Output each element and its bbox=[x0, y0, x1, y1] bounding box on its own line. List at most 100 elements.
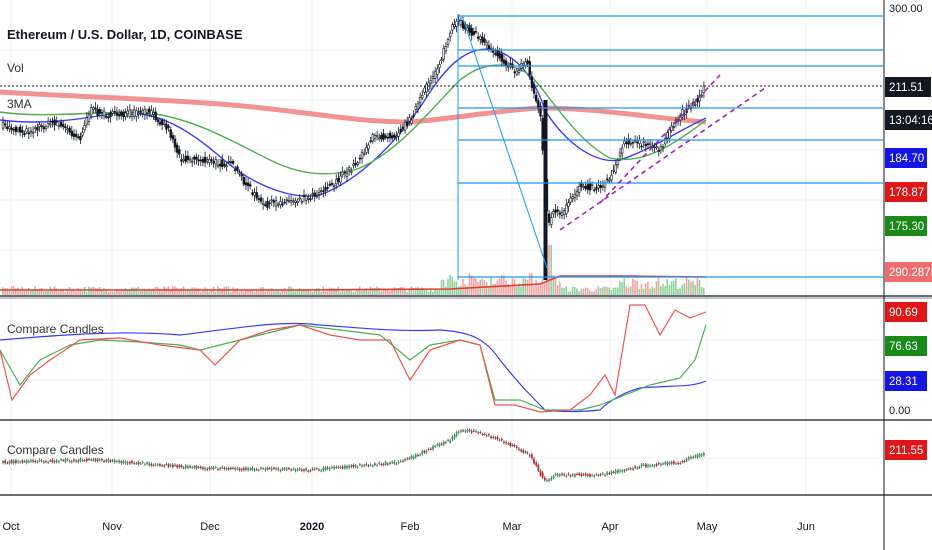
compare-candle-body bbox=[584, 473, 587, 476]
compare-candle-body bbox=[266, 467, 269, 470]
candle-body bbox=[111, 111, 114, 114]
compare-candle-body bbox=[335, 466, 338, 468]
volume-bar bbox=[367, 291, 370, 295]
volume-bar bbox=[83, 287, 86, 295]
compare-candle-body bbox=[94, 459, 97, 461]
compare-candle-body bbox=[451, 436, 454, 440]
volume-bar bbox=[68, 287, 71, 295]
volume-bar bbox=[359, 286, 361, 295]
candle-body bbox=[483, 38, 486, 43]
compare-candle-body bbox=[539, 470, 542, 476]
compare-candle-body bbox=[348, 465, 351, 468]
compare-candle-body bbox=[182, 467, 185, 469]
compare-candle-body bbox=[103, 460, 105, 462]
compare-candle-body bbox=[156, 464, 159, 466]
candle-body bbox=[485, 42, 488, 46]
candle-body bbox=[197, 159, 200, 162]
compare-candle-body bbox=[169, 464, 172, 467]
candle-body bbox=[627, 138, 630, 145]
candle-body bbox=[34, 127, 37, 129]
candle-body bbox=[481, 36, 484, 43]
compare-candle-body bbox=[404, 459, 406, 461]
compare-candle-body bbox=[257, 469, 260, 471]
volume-bar bbox=[4, 287, 6, 295]
candle-body bbox=[341, 171, 344, 176]
compare-candle-body bbox=[17, 461, 19, 463]
candle-body bbox=[87, 114, 91, 122]
compare-candle-body bbox=[174, 464, 176, 466]
compare-candle-body bbox=[109, 460, 112, 462]
volume-bar bbox=[152, 288, 155, 295]
compare-candle-body bbox=[402, 460, 404, 462]
volume-bar bbox=[19, 291, 21, 295]
volume-bar bbox=[445, 286, 447, 295]
candle-body bbox=[128, 109, 132, 117]
candle-body bbox=[337, 177, 340, 183]
volume-bar bbox=[350, 290, 352, 295]
volume-bar bbox=[436, 289, 438, 295]
volume-bar bbox=[657, 277, 660, 295]
compare-candle-body bbox=[281, 468, 284, 470]
candle-body bbox=[562, 210, 566, 216]
compare-candle-body bbox=[270, 468, 273, 470]
compare-candle-body bbox=[427, 449, 430, 451]
candle-body bbox=[618, 152, 622, 157]
volume-bar bbox=[77, 288, 79, 295]
candle-body bbox=[631, 142, 635, 144]
candle-body bbox=[590, 183, 594, 186]
volume-bar bbox=[176, 287, 178, 295]
volume-bar bbox=[556, 285, 559, 295]
candle-body bbox=[223, 163, 226, 166]
candle-body bbox=[292, 200, 295, 203]
volume-bar bbox=[606, 286, 608, 295]
compare-candle-body bbox=[649, 465, 652, 467]
compare-candle-body bbox=[300, 469, 303, 471]
volume-bar bbox=[210, 288, 213, 295]
compare-candle-body bbox=[632, 468, 634, 470]
price-axis-top-tick: 300.00 bbox=[889, 3, 923, 15]
volume-bar bbox=[113, 291, 116, 295]
volume-bar bbox=[322, 286, 325, 295]
compare-candle-body bbox=[619, 470, 621, 472]
volume-bar bbox=[494, 283, 497, 295]
compare-candle-body bbox=[552, 476, 555, 479]
compare-candle-body bbox=[518, 448, 520, 450]
candle-body bbox=[648, 142, 652, 145]
volume-bar bbox=[382, 289, 385, 295]
candle-body bbox=[373, 135, 377, 139]
osc-value-tag-3: 28.31 bbox=[889, 376, 918, 388]
compare-candle-body bbox=[23, 461, 26, 463]
compare-candle-body bbox=[223, 467, 226, 470]
candle-body bbox=[421, 95, 424, 99]
compare-candle-body bbox=[208, 467, 211, 470]
compare-candle-body bbox=[462, 430, 464, 432]
volume-bar bbox=[141, 290, 144, 295]
volume-bar bbox=[135, 287, 137, 295]
compare-candle-body bbox=[369, 464, 372, 466]
candle-body bbox=[494, 53, 497, 55]
volume-bar bbox=[515, 286, 518, 295]
compare-candle-body bbox=[681, 461, 684, 463]
candle-body bbox=[556, 209, 559, 212]
chart-title: Ethereum / U.S. Dollar, 1D, COINBASE bbox=[7, 27, 243, 42]
volume-bar bbox=[558, 281, 561, 295]
volume-bar bbox=[687, 279, 690, 295]
compare-candle-body bbox=[288, 468, 290, 470]
compare-candle-body bbox=[627, 468, 630, 470]
candle-body bbox=[191, 160, 194, 163]
compare-candle-body bbox=[432, 446, 434, 450]
candle-body bbox=[375, 135, 379, 137]
candle-body bbox=[42, 126, 46, 130]
volume-bar bbox=[690, 281, 692, 295]
compare-candle-body bbox=[601, 473, 604, 475]
compare-candle-body bbox=[578, 473, 581, 476]
volume-bar bbox=[389, 291, 391, 295]
compare-candle-body bbox=[599, 474, 602, 476]
candle-body bbox=[476, 36, 480, 39]
volume-bar bbox=[406, 291, 408, 295]
candle-body bbox=[6, 126, 9, 129]
volume-bar bbox=[619, 281, 621, 295]
compare-candle-body bbox=[371, 465, 374, 467]
volume-bar bbox=[586, 288, 589, 295]
